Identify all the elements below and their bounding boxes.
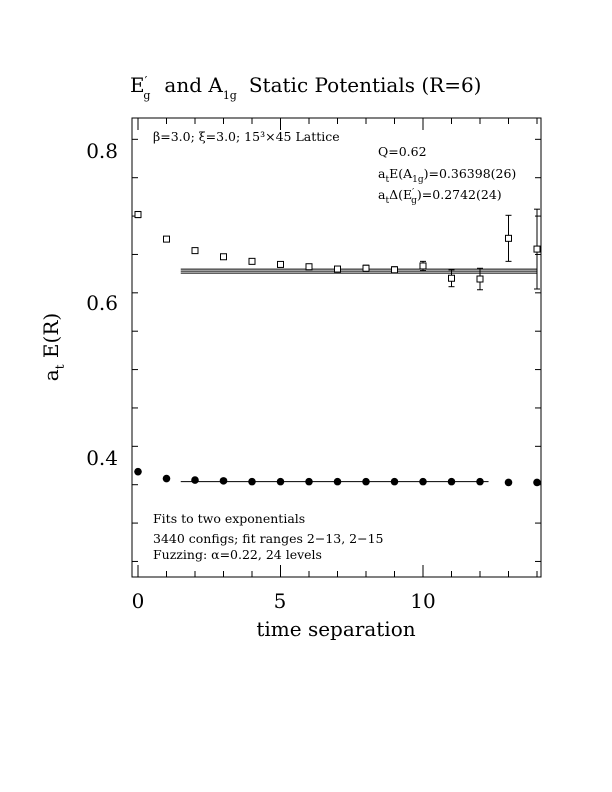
y-tick-label-0.4: 0.4 bbox=[86, 446, 118, 470]
eg-point-14 bbox=[533, 245, 541, 253]
eg-point-5 bbox=[277, 260, 284, 268]
fuzzing-annotation: Fuzzing: α=0.22, 24 levels bbox=[153, 547, 322, 562]
ea1g-pre: a bbox=[378, 166, 386, 181]
a1g-point-4 bbox=[248, 477, 256, 486]
x-tick-label-5: 5 bbox=[274, 589, 287, 613]
a1g-point-13 bbox=[504, 478, 513, 487]
title-a1g-sub: 1g bbox=[223, 89, 237, 102]
delta-prime: ′ bbox=[412, 188, 414, 198]
y-tick-label-0.8: 0.8 bbox=[86, 139, 118, 163]
delta-sub: g bbox=[411, 196, 417, 206]
eg-point-10 bbox=[419, 262, 427, 270]
delta-annotation: atΔ(E′ g)=0.2742(24) bbox=[378, 187, 502, 206]
q-annotation: Q=0.62 bbox=[378, 144, 427, 159]
ea1g-main: E(A bbox=[389, 166, 413, 181]
eg-point-8 bbox=[362, 264, 370, 272]
title-eg-prime: ′ bbox=[145, 74, 148, 88]
chart-title: E′ g and A1g Static Potentials (R=6) bbox=[130, 73, 481, 102]
ea1g-pre-sub: t bbox=[385, 175, 389, 185]
a1g-point-6 bbox=[305, 477, 313, 486]
a1g-point-8 bbox=[362, 477, 370, 486]
x-tick-label-0: 0 bbox=[132, 589, 145, 613]
eg-point-4 bbox=[248, 257, 256, 265]
title-and-a: and A bbox=[164, 73, 223, 97]
a1g-point-1 bbox=[162, 474, 171, 483]
a1g-point-11 bbox=[447, 477, 456, 486]
eg-point-2 bbox=[191, 247, 199, 255]
x-tick-label-10: 10 bbox=[410, 589, 435, 613]
delta-pre-sub: t bbox=[385, 196, 389, 206]
y-tick-label-0.6: 0.6 bbox=[86, 291, 118, 315]
a1g-point-3 bbox=[219, 477, 228, 485]
eg-point-1 bbox=[163, 235, 170, 243]
y-axis-label-sub: t bbox=[53, 364, 67, 369]
configs-annotation: 3440 configs; fit ranges 2−13, 2−15 bbox=[153, 531, 384, 546]
lattice-annotation: β=3.0; ξ=3.0; 15³×45 Lattice bbox=[153, 129, 340, 144]
ea1g-sub: 1g bbox=[412, 175, 424, 185]
fits-annotation: Fits to two exponentials bbox=[153, 511, 305, 526]
a1g-point-7 bbox=[333, 477, 342, 486]
title-eg: E bbox=[130, 73, 145, 97]
y-axis-label-rest: E(R) bbox=[39, 313, 63, 365]
a1g-point-14 bbox=[533, 478, 541, 487]
plot-frame bbox=[131, 117, 542, 578]
fit-lines bbox=[180, 268, 537, 483]
delta-pre: a bbox=[378, 187, 386, 202]
title-rest: Static Potentials (R=6) bbox=[249, 73, 482, 97]
title-eg-sub: g bbox=[143, 89, 150, 102]
eg-point-7 bbox=[334, 265, 341, 273]
a1g-point-2 bbox=[191, 476, 199, 484]
y-axis-label: at E(R) bbox=[39, 313, 67, 381]
eg-point-12 bbox=[476, 275, 484, 283]
a1g-point-0 bbox=[134, 467, 142, 476]
a1g-point-5 bbox=[276, 477, 285, 486]
eg-point-0 bbox=[134, 211, 142, 219]
delta-main: Δ(E bbox=[389, 187, 412, 202]
y-axis-label-a: a bbox=[39, 369, 63, 381]
a1g-point-10 bbox=[419, 477, 427, 486]
eg-point-9 bbox=[391, 266, 398, 274]
eg-point-3 bbox=[220, 253, 227, 261]
ea1g-post: )=0.36398(26) bbox=[424, 166, 517, 181]
a1g-point-9 bbox=[390, 477, 399, 486]
a1g-point-12 bbox=[476, 477, 484, 486]
eg-point-13 bbox=[505, 234, 512, 242]
data-markers bbox=[134, 208, 541, 487]
eg-point-6 bbox=[305, 263, 313, 271]
eg-point-11 bbox=[448, 274, 455, 282]
ea1g-annotation: atE(A1g)=0.36398(26) bbox=[378, 166, 516, 185]
x-axis-label: time separation bbox=[256, 617, 415, 641]
delta-post: )=0.2742(24) bbox=[417, 187, 502, 202]
